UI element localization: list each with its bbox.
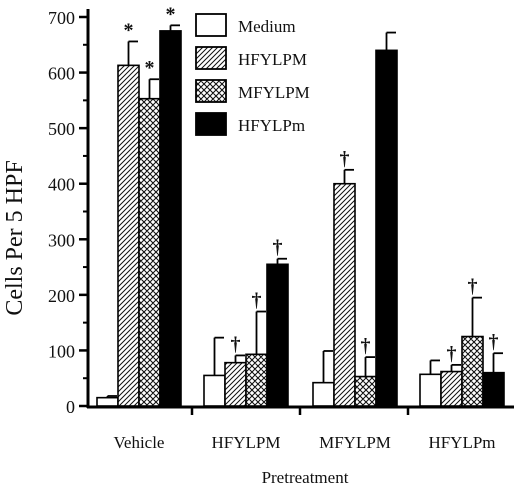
legend-label: Medium — [238, 17, 296, 36]
significance-mark: † — [231, 333, 241, 355]
bar — [245, 353, 268, 407]
bar — [266, 263, 289, 407]
legend-swatch — [195, 79, 227, 103]
bar — [312, 381, 335, 407]
y-axis-title: Cells Per 5 HPF — [2, 160, 28, 315]
bar — [138, 97, 161, 407]
bar — [482, 371, 505, 407]
significance-mark: † — [273, 237, 283, 259]
bar — [354, 375, 377, 407]
plot-area: 0 100 200 300 400 500 600 700 * * * Vehicle † † † HFYLP… — [48, 3, 514, 452]
bar — [333, 182, 356, 407]
bar — [440, 370, 463, 407]
bar — [419, 373, 442, 407]
bar — [96, 396, 119, 407]
y-tick-label: 100 — [48, 341, 75, 361]
x-tick-label: HFYLPM — [212, 433, 281, 452]
legend-swatch — [195, 13, 227, 37]
bar — [224, 361, 247, 407]
x-axis-title: Pretreatment — [262, 468, 349, 487]
bar — [117, 64, 140, 407]
bar — [375, 49, 398, 407]
x-tick-label: MFYLPM — [319, 433, 391, 452]
significance-mark: † — [340, 148, 350, 170]
significance-mark: † — [468, 276, 478, 298]
bar — [461, 335, 484, 407]
bar — [159, 30, 182, 407]
bar — [203, 374, 226, 407]
y-tick-label: 0 — [66, 397, 75, 417]
y-tick-label: 600 — [48, 64, 75, 84]
legend-swatch — [195, 46, 227, 70]
legend-label: HFYLPM — [238, 50, 307, 69]
y-tick-label: 200 — [48, 286, 75, 306]
y-tick-label: 300 — [48, 230, 75, 250]
significance-mark: * — [166, 3, 176, 25]
y-tick-label: 700 — [48, 8, 75, 28]
legend-label: HFYLPm — [238, 116, 305, 135]
x-tick-label: Vehicle — [114, 433, 165, 452]
legend: Medium HFYLPM MFYLPM HFYLPm — [195, 13, 310, 136]
significance-mark: † — [489, 331, 499, 353]
legend-swatch — [195, 112, 227, 136]
legend-label: MFYLPM — [238, 83, 310, 102]
significance-mark: * — [124, 19, 134, 41]
significance-mark: * — [145, 57, 155, 79]
y-tick-label: 400 — [48, 175, 75, 195]
significance-mark: † — [447, 343, 457, 365]
x-tick-label: HFYLPm — [428, 433, 495, 452]
y-tick-label: 500 — [48, 119, 75, 139]
significance-mark: † — [361, 335, 371, 357]
significance-mark: † — [252, 290, 262, 312]
